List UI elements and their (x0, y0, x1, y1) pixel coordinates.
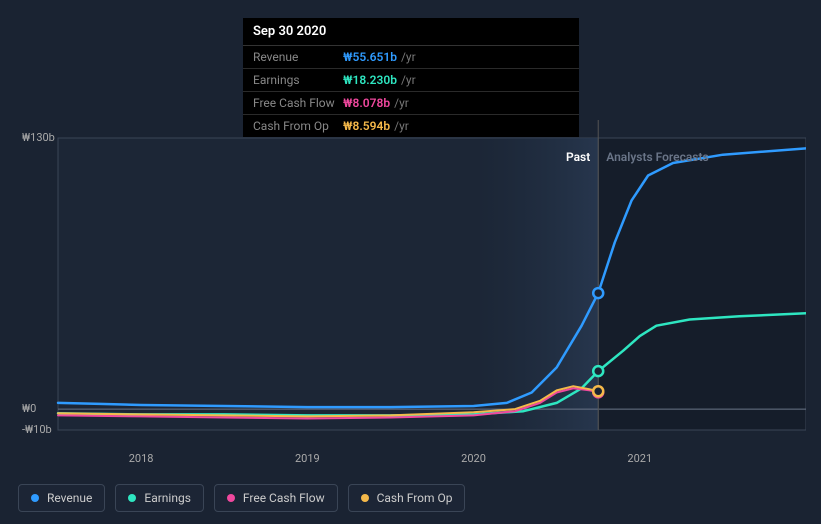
tooltip-row: Free Cash Flow₩8.078b/yr (243, 92, 579, 115)
tooltip-value: ₩8.078b (343, 96, 390, 110)
plot-area[interactable]: ₩130b₩0-₩10b 2018201920202021 PastAnalys… (18, 120, 806, 460)
legend-dot (227, 494, 235, 502)
x-axis-tick: 2018 (129, 452, 154, 465)
period-label-forecast: Analysts Forecasts (606, 150, 708, 164)
tooltip-unit: /yr (394, 96, 409, 110)
legend-label: Revenue (47, 491, 92, 505)
legend-item-earnings[interactable]: Earnings (115, 484, 204, 512)
legend-label: Earnings (144, 491, 191, 505)
tooltip-label: Earnings (253, 73, 343, 87)
legend-item-free-cash-flow[interactable]: Free Cash Flow (214, 484, 338, 512)
legend-item-cash-from-op[interactable]: Cash From Op (348, 484, 466, 512)
chart-tooltip: Sep 30 2020 Revenue₩55.651b/yrEarnings₩1… (243, 18, 579, 137)
tooltip-row: Revenue₩55.651b/yr (243, 46, 579, 69)
legend-label: Cash From Op (377, 491, 453, 505)
tooltip-label: Free Cash Flow (253, 96, 343, 110)
tooltip-value: ₩55.651b (343, 50, 397, 64)
chart-svg (18, 120, 806, 440)
tooltip-value: ₩18.230b (343, 73, 397, 87)
tooltip-label: Cash From Op (253, 119, 343, 133)
tooltip-value: ₩8.594b (343, 119, 390, 133)
y-axis-tick: ₩130b (22, 131, 55, 144)
tooltip-date: Sep 30 2020 (243, 18, 579, 46)
x-axis-tick: 2021 (627, 452, 652, 465)
x-axis-tick: 2020 (461, 452, 486, 465)
tooltip-label: Revenue (253, 50, 343, 64)
y-axis-tick: ₩0 (22, 402, 36, 415)
legend-label: Free Cash Flow (243, 491, 325, 505)
x-axis-tick: 2019 (295, 452, 320, 465)
legend-dot (128, 494, 136, 502)
legend: Revenue Earnings Free Cash Flow Cash From O… (18, 484, 465, 512)
legend-dot (361, 494, 369, 502)
tooltip-row: Earnings₩18.230b/yr (243, 69, 579, 92)
legend-item-revenue[interactable]: Revenue (18, 484, 105, 512)
period-label-past: Past (566, 150, 590, 164)
tooltip-row: Cash From Op₩8.594b/yr (243, 115, 579, 137)
tooltip-unit: /yr (401, 50, 416, 64)
tooltip-unit: /yr (394, 119, 409, 133)
legend-dot (31, 494, 39, 502)
earnings-revenue-chart: Sep 30 2020 Revenue₩55.651b/yrEarnings₩1… (0, 0, 821, 524)
y-axis-tick: -₩10b (22, 423, 52, 436)
tooltip-unit: /yr (401, 73, 416, 87)
